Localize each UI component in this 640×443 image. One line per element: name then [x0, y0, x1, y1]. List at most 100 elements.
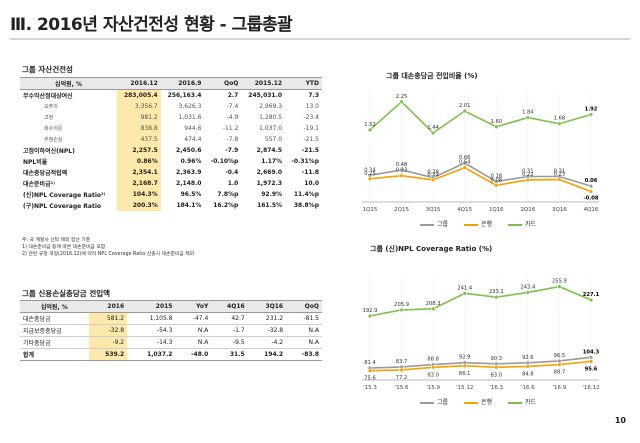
data-label: 83.0 — [427, 372, 439, 378]
data-label: 96.5 — [554, 353, 566, 359]
data-point — [399, 367, 404, 373]
table-cell: 1,031.6 — [178, 114, 202, 121]
column-header: 십억원, % — [20, 77, 118, 90]
table-cell: -4.2 — [247, 336, 287, 349]
x-tick-label: '15.9 — [426, 385, 440, 391]
row-label: 기타충당금 — [20, 336, 89, 349]
data-point — [557, 358, 562, 364]
column-header: QoQ — [286, 300, 322, 313]
data-label: 1.44 — [427, 125, 439, 131]
table-cell: N.A — [286, 324, 322, 337]
table-cell: -21.5 — [303, 136, 319, 143]
data-label: 1.92 — [585, 106, 598, 112]
x-tick-label: 2Q15 — [394, 207, 409, 213]
data-point — [588, 355, 594, 360]
table-cell: -1.7 — [211, 324, 248, 337]
data-label: -0.08 — [584, 196, 599, 202]
table-cell: -47.4 — [175, 312, 212, 325]
table-cell: -0.10%p — [210, 158, 239, 165]
row-label: 대손충당금적립액 — [23, 170, 68, 177]
data-label: 1.60 — [491, 119, 503, 125]
table-cell: 161.5% — [257, 202, 283, 209]
table-cell: 838.8 — [117, 123, 161, 134]
legend-item-bank: 은행 — [463, 221, 492, 228]
table-cell: 13.0 — [305, 103, 319, 110]
data-point — [525, 360, 531, 365]
series-line-0 — [369, 162, 592, 187]
column-header: 2016 — [88, 300, 128, 313]
table-cell: -32.8 — [88, 324, 128, 337]
table-cell: 1.0 — [227, 180, 239, 187]
table-cell: 2,168.7 — [117, 178, 161, 189]
legend-item-card: 카드 — [507, 221, 536, 228]
table-cell: 0.86% — [117, 156, 161, 167]
data-label: 90.3 — [491, 356, 503, 362]
data-label: 192.9 — [363, 308, 378, 314]
row-label: 대손준비금¹⁾ — [23, 181, 55, 188]
table-row: 회수의문 838.8 944.6 -11.2 1,037.0 -19.1 — [20, 123, 322, 134]
data-point — [525, 115, 531, 120]
chart1-legend: 그룹 은행 카드 — [420, 219, 550, 228]
data-point — [525, 177, 531, 183]
data-label: 255.9 — [552, 279, 567, 285]
data-point — [588, 297, 594, 303]
table-cell: 1.17% — [261, 158, 283, 165]
x-tick-label: 3Q16 — [552, 207, 567, 213]
data-point — [588, 112, 594, 117]
data-point — [494, 295, 499, 300]
x-tick-label: '16.12 — [582, 385, 599, 391]
data-label: 205.9 — [394, 302, 409, 308]
data-label: 84.8 — [522, 371, 534, 377]
table-cell: 7.3 — [308, 92, 319, 99]
table-cell: 3,626.3 — [178, 103, 202, 110]
row-label: (신)NPL Coverage Ratio²⁾ — [23, 192, 106, 199]
chart1-title: 그룹 대손충당금 전입비율 (%) — [386, 72, 478, 80]
table-cell: 981.2 — [117, 112, 161, 123]
table-cell: 194.2 — [247, 348, 287, 361]
data-label: 0.33 — [396, 168, 408, 174]
table-cell: -7.8 — [226, 136, 239, 143]
data-point — [367, 313, 373, 319]
column-header: 2016.12 — [117, 77, 161, 90]
legend-item-group: 그룹 — [420, 221, 448, 228]
table-cell: -54.3 — [127, 324, 176, 337]
table-row: 고정 981.2 1,031.6 -4.9 1,280.5 -23.4 — [20, 112, 322, 123]
table-cell: 1,037.0 — [259, 125, 283, 132]
table-row: 기타충당금 -9.2 -14.3 N.A -9.5 -4.2 N.A — [20, 336, 322, 349]
column-header: 십억원, % — [20, 300, 89, 313]
data-point — [557, 362, 562, 367]
data-point — [430, 177, 436, 183]
table-cell: 184.1% — [176, 202, 202, 209]
row-label: 지급보증충당금 — [20, 324, 89, 337]
table-cell: -0.4 — [225, 169, 239, 176]
table-cell: 474.4 — [184, 136, 202, 143]
table-cell: -14.3 — [127, 336, 176, 349]
table-cell: -11.8 — [301, 169, 319, 176]
table-cell: -48.0 — [175, 348, 212, 361]
table-cell: 92.9% — [261, 191, 283, 198]
table-cell: -9.5 — [211, 336, 248, 349]
table-cell: -32.8 — [247, 324, 287, 337]
series-line-1 — [369, 360, 592, 372]
row-label: 회수의문 — [44, 126, 63, 132]
table-cell: 1,105.8 — [127, 312, 176, 325]
data-label: 0.22 — [522, 172, 534, 178]
column-header: 3Q16 — [247, 300, 287, 313]
table-cell: 245,031.0 — [248, 92, 283, 99]
table-cell: N.A — [286, 336, 322, 349]
data-label: 0.28 — [427, 170, 439, 176]
data-label: 1.84 — [522, 110, 534, 116]
table-cell: 3,356.7 — [117, 101, 161, 112]
row-label: 대손충당금 — [20, 312, 89, 325]
table-cell: 104.3% — [117, 189, 161, 200]
data-label: 0.31 — [554, 169, 566, 175]
table-cell: 1,280.5 — [259, 114, 283, 121]
asset-table-title: 그룹 자산건전성 — [22, 65, 73, 74]
row-label: 고정이하여신(NPL) — [23, 148, 75, 155]
table-cell: 2,148.0 — [176, 180, 202, 187]
table-cell: 256,163.4 — [167, 92, 202, 99]
table-cell: N.A — [175, 336, 212, 349]
data-label: 0.31 — [522, 169, 534, 175]
data-label: 0.06 — [585, 178, 598, 184]
x-tick-label: '16.3 — [489, 385, 503, 391]
